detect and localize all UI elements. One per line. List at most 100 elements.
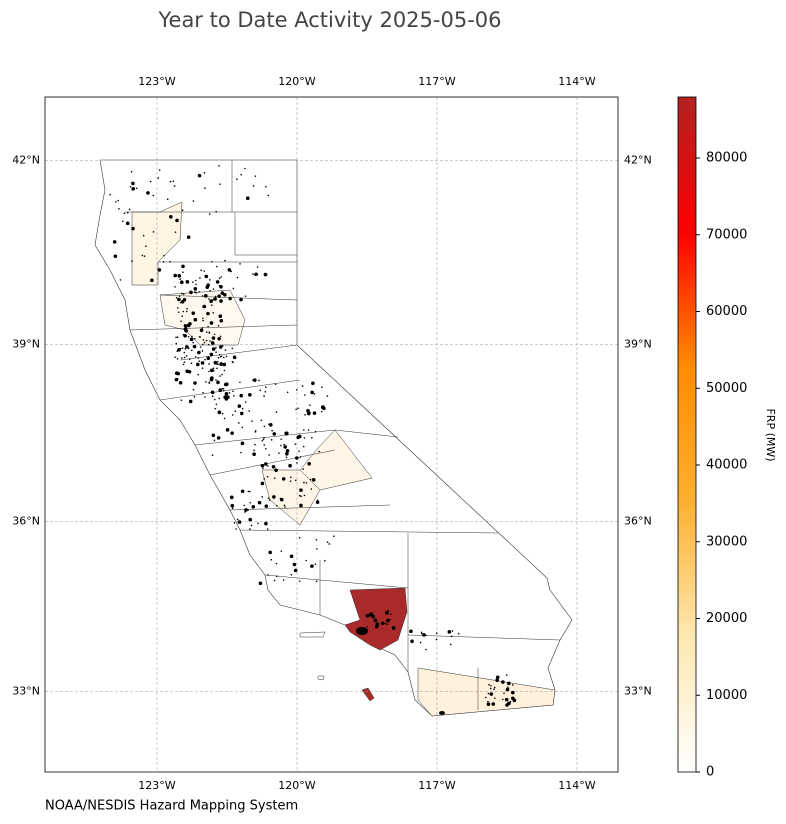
- fire-dot: [326, 395, 329, 397]
- fire-dot: [179, 280, 184, 285]
- fire-dot: [260, 481, 265, 486]
- fire-dot: [286, 391, 289, 394]
- fire-dot: [179, 301, 182, 304]
- fire-dot: [248, 517, 253, 522]
- fire-dot: [239, 393, 244, 398]
- fire-dot: [307, 461, 312, 466]
- fire-dot: [198, 291, 200, 293]
- fire-dot: [233, 522, 236, 524]
- fire-dot: [248, 393, 252, 397]
- fire-dot: [199, 346, 202, 348]
- fire-dot: [129, 185, 132, 188]
- fire-dot: [490, 684, 492, 687]
- fire-dot: [217, 336, 221, 341]
- fire-dot: [178, 295, 181, 297]
- fire-dot: [216, 380, 220, 385]
- fire-dot: [209, 279, 211, 281]
- fire-dot: [254, 175, 257, 177]
- fire-dot: [186, 235, 191, 239]
- fire-dot: [207, 325, 209, 328]
- fire-dot: [224, 259, 226, 262]
- fire-dot: [274, 468, 278, 473]
- fire-dot: [318, 450, 320, 453]
- fire-dot: [507, 701, 511, 706]
- fire-dot: [236, 178, 238, 181]
- fire-dot: [493, 686, 496, 689]
- fire-dot: [185, 355, 188, 357]
- fire-dot: [491, 702, 496, 706]
- colorbar-tick-label: 0: [706, 765, 714, 780]
- fire-dot: [300, 495, 302, 498]
- fire-dot: [115, 200, 117, 203]
- fire-dot: [451, 630, 454, 632]
- fire-dot: [195, 283, 197, 286]
- fire-dot: [157, 268, 162, 272]
- fire-dot: [175, 342, 178, 345]
- fire-dot: [314, 430, 317, 433]
- fire-dot: [215, 346, 217, 349]
- fire-dot: [320, 405, 325, 410]
- fire-dot: [299, 488, 303, 492]
- fire-dot: [288, 463, 292, 468]
- fire-dot: [195, 292, 197, 294]
- fire-dot: [310, 488, 313, 490]
- fire-dot: [218, 397, 220, 400]
- fire-dot: [315, 580, 318, 583]
- county-fill: [417, 667, 556, 717]
- fire-dot: [388, 618, 391, 621]
- fire-dot: [303, 481, 305, 484]
- fire-dot: [272, 432, 277, 436]
- fire-dot: [181, 264, 185, 269]
- fire-dot: [261, 496, 264, 498]
- fire-dot: [121, 220, 124, 223]
- fire-dot: [258, 581, 263, 586]
- fire-dot: [252, 378, 257, 382]
- fire-dot: [188, 358, 191, 361]
- fire-dot: [236, 276, 239, 279]
- fire-dot: [179, 278, 181, 280]
- fire-dot: [386, 623, 389, 626]
- fire-dot: [285, 456, 288, 459]
- fire-dot: [175, 336, 177, 339]
- county-fill: [159, 289, 246, 346]
- fire-dot: [279, 497, 284, 502]
- fire-dot: [449, 643, 452, 646]
- fire-dot: [505, 687, 510, 692]
- fire-dot: [220, 291, 225, 295]
- fire-dot: [385, 610, 389, 615]
- fire-dot: [177, 274, 182, 278]
- fire-dot: [218, 165, 220, 167]
- fire-dot: [253, 449, 255, 452]
- fire-dot: [185, 310, 188, 313]
- fire-dot: [239, 381, 241, 384]
- fire-dot: [181, 357, 183, 359]
- fire-dot: [263, 272, 268, 277]
- fire-dot: [198, 360, 201, 362]
- fire-dot: [296, 462, 298, 464]
- x-tick-label: 120°W: [278, 75, 315, 88]
- fire-dot: [236, 518, 239, 521]
- fire-dot: [275, 411, 278, 413]
- fire-dot: [273, 477, 276, 479]
- fire-dot: [485, 696, 487, 699]
- fire-dot: [244, 167, 246, 170]
- fire-dot: [365, 614, 370, 618]
- fire-dot: [235, 528, 237, 530]
- map-title: Year to Date Activity 2025-05-06: [157, 8, 501, 32]
- fire-dot: [266, 528, 269, 530]
- fire-dot: [174, 231, 177, 233]
- fire-dot: [366, 626, 369, 628]
- fire-dot: [209, 377, 214, 382]
- fire-dot: [254, 443, 256, 446]
- fire-dot: [316, 548, 318, 550]
- fire-dot: [278, 452, 280, 455]
- fire-dot: [231, 414, 234, 416]
- fire-dot: [495, 678, 499, 682]
- fire-dot: [248, 410, 251, 412]
- fire-dot: [182, 271, 184, 274]
- fire-dot: [169, 215, 173, 219]
- fire-dot: [217, 324, 220, 327]
- fire-dot: [197, 357, 200, 359]
- fire-dot: [371, 614, 376, 619]
- x-tick-label: 117°W: [418, 779, 455, 792]
